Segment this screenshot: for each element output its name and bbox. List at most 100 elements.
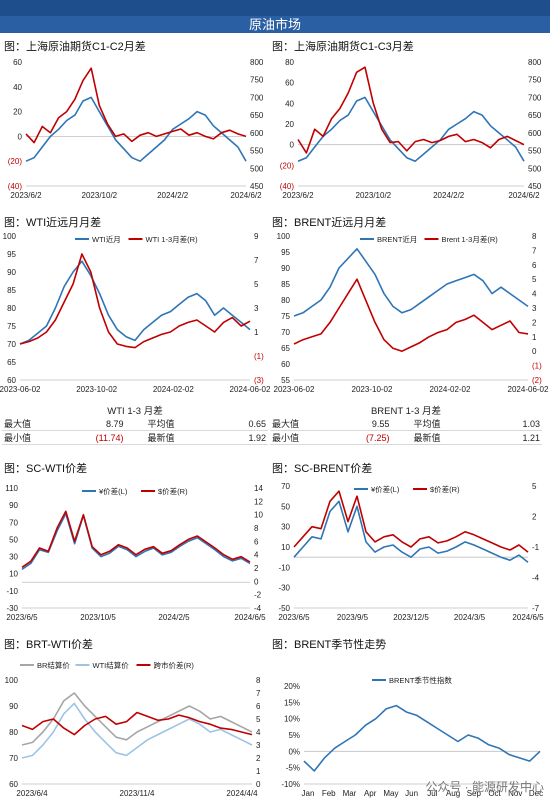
x-tick-label: Feb [322, 789, 336, 798]
series-line-2 [297, 66, 525, 154]
y-left-tick-label: 70 [7, 340, 16, 349]
y-left-tick-label: 5% [288, 731, 300, 740]
y-left-tick-label: 70 [281, 328, 290, 337]
y-left-tick-label: 80 [281, 296, 290, 305]
panel-title-c1c3: 图：上海原油期货C1-C3月差 [272, 41, 414, 53]
y-left-tick-label: (20) [280, 161, 295, 170]
stats-brent: BRENT 1-3 月差 最大值 9.55 平均值 1.03 最小值 (7.25… [270, 403, 542, 445]
y-right-tick-label: -7 [532, 604, 540, 613]
series-line-2 [19, 253, 251, 349]
y-left-tick-label: 30 [9, 553, 18, 562]
stats-wti: WTI 1-3 月差 最大值 8.79 平均值 0.65 最小值 (11.74)… [2, 403, 268, 445]
y-left-tick-label: 100 [277, 232, 291, 241]
y-right-tick-label: 4 [256, 728, 261, 737]
series-line-1 [293, 247, 529, 317]
y-right-tick-label: 2 [532, 513, 537, 522]
x-tick-label: 2023-10-02 [76, 385, 117, 394]
y-left-tick-label: 80 [285, 58, 294, 67]
y-left-tick-label: 75 [7, 322, 16, 331]
y-right-tick-label: 450 [528, 182, 542, 191]
x-tick-label: 2023/6/2 [282, 191, 314, 200]
y-right-tick-label: 6 [254, 537, 259, 546]
x-tick-label: Mar [343, 789, 357, 798]
y-left-tick-label: 55 [281, 376, 290, 385]
y-right-tick-label: 500 [250, 164, 264, 173]
legend-label: WTI结算价 [93, 660, 130, 670]
y-right-tick-label: 10 [254, 511, 263, 520]
stats-label: 最小值 [270, 430, 335, 445]
y-left-tick-label: -30 [278, 584, 290, 593]
chart-sc-brent: 70 50 30 10 -10 -30 -50 5 2 -1 -4 -7 2023/6/5 2023/9/… [278, 482, 544, 622]
panel-title-brent: 图：BRENT近远月月差 [272, 217, 387, 229]
stats-label: 平均值 [391, 417, 498, 431]
y-right-tick-label: 0 [532, 347, 537, 356]
y-left-tick-label: 50 [9, 535, 18, 544]
panel-title-sc-brent: 图：SC-BRENT价差 [272, 463, 373, 475]
y-left-tick-label: 100 [5, 676, 19, 685]
y-right-tick-label: 3 [254, 304, 259, 313]
x-tick-label: 2024-02-02 [430, 385, 471, 394]
stats-value: (7.25) [334, 430, 392, 445]
x-tick-label: 2024/3/5 [454, 613, 486, 622]
stats-label: 最新值 [391, 430, 498, 445]
y-left-tick-label: 100 [3, 232, 17, 241]
series-line-2 [21, 702, 253, 759]
series-line-1 [303, 704, 541, 772]
y-left-tick-label: 60 [9, 780, 18, 789]
y-left-tick-label: -10 [278, 563, 290, 572]
y-left-tick-label: 40 [13, 83, 22, 92]
y-left-tick-label: 65 [281, 344, 290, 353]
series-line-1 [21, 692, 253, 746]
x-tick-label: 2024/2/5 [158, 613, 190, 622]
panel-title-brt-wti: 图：BRT-WTI价差 [4, 639, 94, 651]
y-right-tick-label: 450 [250, 182, 264, 191]
y-right-tick-label: 750 [528, 76, 542, 85]
stats-value: 9.55 [334, 417, 392, 431]
x-tick-label: 2023-10-02 [352, 385, 393, 394]
series-line-1 [297, 96, 525, 162]
y-right-tick-label: 700 [250, 93, 264, 102]
x-tick-label: 2023/10/2 [82, 191, 118, 200]
legend-label: BRENT近月 [377, 234, 417, 244]
y-left-tick-label: 0 [290, 141, 295, 150]
y-left-tick-label: 110 [5, 484, 18, 493]
x-tick-label: 2024-06-02 [230, 385, 271, 394]
series-line-3 [21, 711, 253, 736]
y-right-tick-label: 9 [254, 232, 259, 241]
y-right-tick-label: 5 [532, 482, 537, 491]
y-right-tick-label: -2 [254, 591, 262, 600]
x-tick-label: Jan [302, 789, 315, 798]
x-tick-label: May [383, 789, 398, 798]
y-right-tick-label: (2) [532, 376, 542, 385]
legend-label: $价差(R) [158, 486, 188, 496]
y-right-tick-label: 650 [250, 111, 264, 120]
y-left-tick-label: -10 [6, 587, 18, 596]
x-tick-label: Oct [488, 789, 501, 798]
legend-label: BRENT季节性指数 [389, 675, 452, 685]
y-right-tick-label: 1 [532, 333, 537, 342]
x-tick-label: Aug [446, 789, 460, 798]
y-left-tick-label: 90 [9, 702, 18, 711]
x-tick-label: 2024/6/2 [508, 191, 540, 200]
series-line-2 [21, 510, 251, 568]
series-line-1 [293, 500, 529, 563]
y-left-tick-label: 60 [281, 360, 290, 369]
y-right-tick-label: 1 [256, 767, 261, 776]
stats-label: 最大值 [2, 417, 63, 431]
y-left-tick-label: 90 [7, 268, 16, 277]
y-right-tick-label: 600 [528, 129, 542, 138]
y-right-tick-label: 550 [250, 147, 264, 156]
y-left-tick-label: 85 [7, 286, 16, 295]
stats-label: 最大值 [270, 417, 335, 431]
y-left-tick-label: 20% [284, 682, 300, 691]
y-left-tick-label: -5% [286, 764, 300, 773]
y-right-tick-label: 6 [256, 702, 261, 711]
chart-wti: 100959085807570656097531(1)(3)2023-06-02… [0, 232, 271, 394]
chart-c1c3: 80 60 40 20 0 (20) (40) 800 750 700 650 600 550 500 45… [280, 58, 542, 200]
y-left-tick-label: (20) [8, 157, 23, 166]
legend-label: $价差(R) [430, 484, 460, 494]
x-tick-label: Nov [508, 789, 522, 798]
x-tick-label: 2023-06-02 [0, 385, 41, 394]
x-tick-label: 2023/10/2 [356, 191, 392, 200]
chart-sc-wti: 110 90 70 50 30 10 -10 -30 14 12 10 8 6 4 2 0 -2 -4 2023/6… [5, 484, 266, 622]
